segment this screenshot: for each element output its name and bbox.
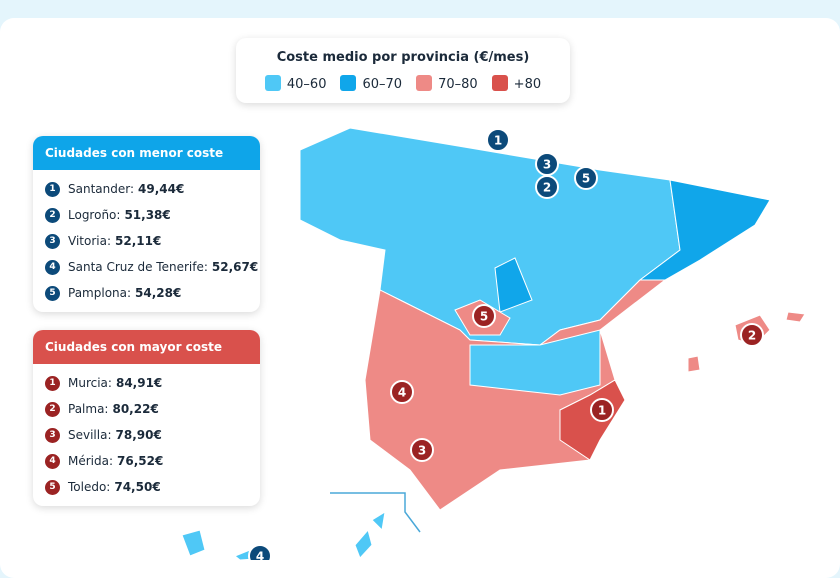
legend-item: 60–70 [340, 75, 402, 92]
list-item: 3 Sevilla: 78,90€ [33, 422, 260, 448]
city-value: 84,91€ [115, 376, 163, 390]
region [181, 529, 206, 557]
rank-badge: 4 [45, 453, 60, 469]
city-name: Santa Cruz de Tenerife: [68, 260, 208, 274]
legend-swatch [340, 75, 357, 91]
list-item: 3 Vitoria: 52,11€ [33, 228, 260, 254]
map: 1 2 3 4 5 1 2 3 4 5 [181, 127, 806, 561]
marker-label: 4 [256, 550, 264, 561]
city-value: 80,22€ [112, 402, 159, 416]
legend-swatch [416, 75, 433, 91]
markers: 1 2 3 4 5 1 2 3 4 5 [248, 128, 764, 561]
city-value: 49,44€ [138, 182, 185, 196]
highest-box: Ciudades con mayor coste (€/mes) 1 Murcia… [33, 330, 260, 506]
city-value: 52,11€ [115, 234, 162, 248]
legend-label: 60–70 [362, 77, 403, 92]
rank-badge: 4 [45, 259, 60, 275]
list-item: 1 Murcia: 84,91€ [33, 370, 260, 396]
map-marker [472, 304, 496, 328]
legend: Coste medio por provincia (€/mes) 40–60 6… [236, 38, 570, 103]
legend-label: 70–80 [438, 77, 478, 92]
city-value: 51,38€ [124, 208, 171, 222]
list-item: 2 Palma: 80,22€ [33, 396, 260, 422]
region [687, 355, 701, 373]
map-marker [740, 323, 764, 347]
city-name: Palma: [68, 402, 109, 416]
rank-badge: 3 [45, 233, 60, 249]
inset-border [330, 492, 421, 533]
rank-badge: 5 [45, 479, 60, 495]
map-marker [248, 544, 272, 560]
city-value: 74,50€ [114, 480, 161, 494]
region [785, 311, 806, 323]
regions [181, 127, 806, 560]
region [638, 179, 771, 281]
city-value: 52,67€ [211, 260, 259, 274]
rank-badge: 2 [45, 401, 60, 417]
city-name: Sevilla: [68, 428, 112, 442]
region [494, 257, 533, 313]
marker-label: 3 [543, 158, 551, 172]
marker-label: 1 [494, 134, 502, 148]
city-name: Toledo: [68, 480, 111, 494]
legend-swatch [264, 75, 281, 91]
map-marker [486, 128, 510, 152]
rank-badge: 1 [45, 375, 60, 391]
marker-label: 3 [418, 444, 426, 458]
page: 1 2 3 4 5 1 2 3 4 5 Coste medio por provincia (€/… [0, 18, 840, 578]
map-marker [590, 398, 614, 422]
city-name: Vitoria: [68, 234, 111, 248]
lowest-list: 1 Santander: 49,44€ 2 Logroño: 51,38€ 3 Vitoria… [33, 170, 260, 306]
city-name: Logroño: [68, 208, 121, 222]
region [559, 379, 626, 461]
list-item: 4 Mérida: 76,52€ [33, 448, 260, 474]
region [371, 510, 386, 532]
city-name: Pamplona: [68, 286, 132, 300]
city-value: 54,28€ [135, 286, 182, 300]
lowest-box: Ciudades con menor coste (€/mes) 1 Santan… [33, 136, 260, 312]
list-item: 5 Pamplona: 54,28€ [33, 280, 260, 306]
list-item: 2 Logroño: 51,38€ [33, 202, 260, 228]
map-marker [390, 380, 414, 404]
city-name: Murcia: [68, 376, 112, 390]
legend-title: Coste medio por provincia (€/mes) [276, 50, 530, 65]
city-value: 76,52€ [117, 454, 164, 468]
rank-badge: 5 [45, 285, 60, 301]
legend-swatch [491, 75, 508, 91]
legend-item: +80 [491, 75, 542, 92]
highest-title: Ciudades con mayor coste (€/mes) [33, 330, 260, 388]
marker-label: 2 [543, 181, 551, 195]
map-marker [410, 438, 434, 462]
list-item: 5 Toledo: 74,50€ [33, 474, 260, 500]
legend-item: 70–80 [416, 75, 478, 92]
map-marker [535, 152, 559, 176]
rank-badge: 2 [45, 207, 60, 223]
marker-label: 5 [480, 310, 488, 324]
rank-badge: 1 [45, 181, 60, 197]
rank-badge: 3 [45, 427, 60, 443]
legend-label: +80 [513, 77, 542, 92]
city-value: 78,90€ [115, 428, 162, 442]
list-item: 1 Santander: 49,44€ [33, 176, 260, 202]
legend-items: 40–60 60–70 70–80 +80 [236, 75, 570, 92]
list-item: 4 Santa Cruz de Tenerife: 52,67€ [33, 254, 260, 280]
legend-item: 40–60 [264, 75, 327, 92]
highest-list: 1 Murcia: 84,91€ 2 Palma: 80,22€ 3 Sevilla: 78,9… [33, 364, 260, 500]
region [469, 329, 601, 396]
marker-label: 5 [582, 172, 590, 186]
legend-label: 40–60 [286, 77, 327, 92]
map-marker [574, 166, 598, 190]
city-name: Santander: [68, 182, 135, 196]
region [354, 528, 373, 559]
marker-label: 2 [748, 329, 756, 343]
lowest-title: Ciudades con menor coste (€/mes) [33, 136, 260, 194]
marker-label: 4 [398, 386, 406, 400]
marker-label: 1 [598, 404, 606, 418]
city-name: Mérida: [68, 454, 114, 468]
